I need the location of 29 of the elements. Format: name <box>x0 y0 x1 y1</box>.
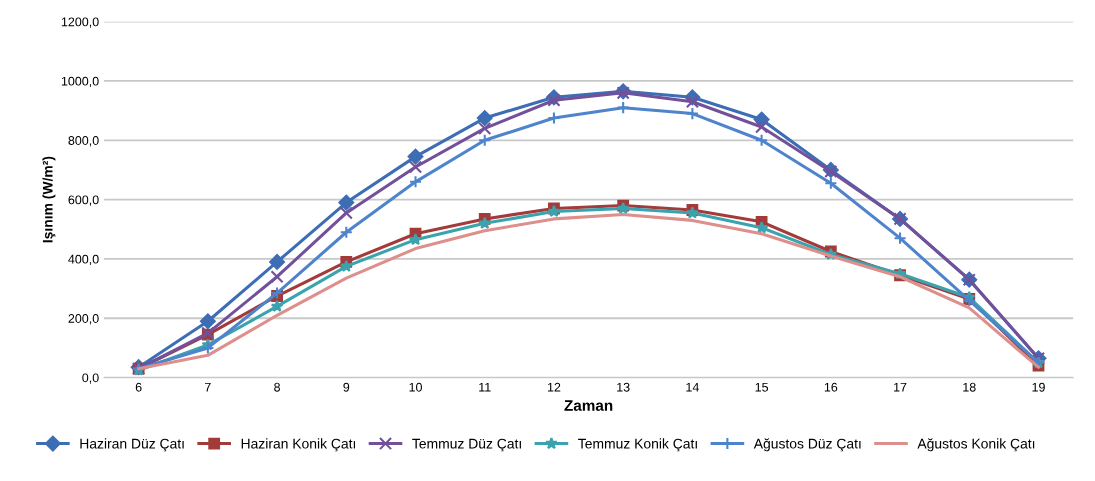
y-tick-label: 0,0 <box>82 373 99 384</box>
x-axis-title: Zaman <box>564 400 613 411</box>
x-tick-label: 16 <box>824 382 838 392</box>
x-tick-label: 13 <box>617 382 630 392</box>
legend-label: Temmuz Konik Çatı <box>578 438 697 452</box>
x-tick-label: 8 <box>274 382 281 392</box>
x-tick-label: 6 <box>135 382 142 392</box>
y-tick-label: 400,0 <box>68 254 99 266</box>
x-tick-label: 18 <box>963 382 976 392</box>
x-tick-label: 9 <box>343 382 350 392</box>
y-tick-label: 800,0 <box>68 136 99 147</box>
legend-label: Ağustos Konik Çatı <box>917 438 1035 452</box>
y-tick-label: 600,0 <box>68 195 99 206</box>
legend-label: Ağustos Düz Çatı <box>753 438 861 452</box>
x-tick-label: 19 <box>1032 382 1045 392</box>
x-tick-label: 17 <box>894 382 907 392</box>
x-tick-label: 15 <box>755 382 769 392</box>
y-tick-label: 1000,0 <box>61 76 99 88</box>
legend-label: Haziran Konik Çatı <box>241 438 356 452</box>
y-tick-label: 1200,0 <box>61 17 99 28</box>
x-tick-label: 7 <box>205 382 211 392</box>
x-tick-label: 10 <box>409 382 422 392</box>
x-tick-label: 14 <box>686 382 699 392</box>
x-tick-label: 11 <box>479 382 491 392</box>
legend-label: Haziran Düz Çatı <box>80 438 184 452</box>
x-tick-label: 12 <box>547 382 561 392</box>
y-tick-label: 200,0 <box>68 314 99 325</box>
y-axis-title: Işınım (W/m²) <box>42 156 56 243</box>
legend-label: Temmuz Düz Çatı <box>412 438 521 452</box>
